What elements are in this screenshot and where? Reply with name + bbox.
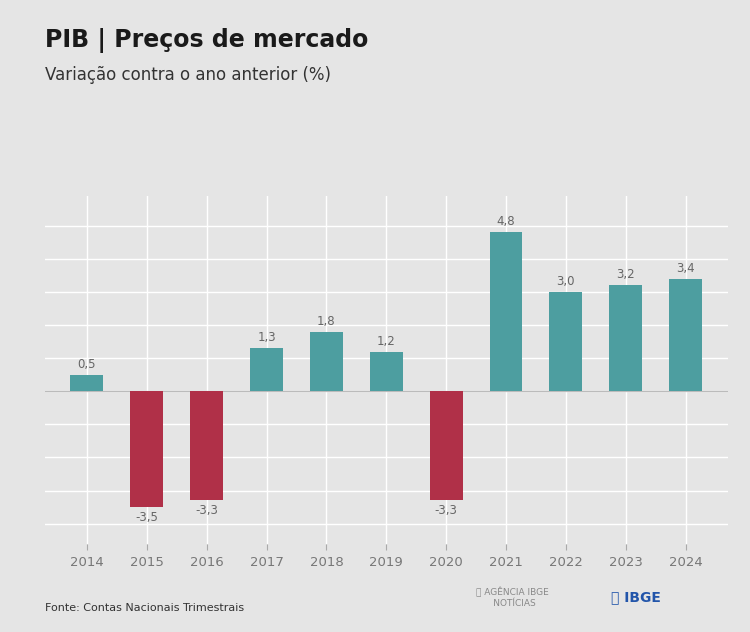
Text: 1,8: 1,8 <box>317 315 336 327</box>
Bar <box>310 332 343 391</box>
Text: -3,3: -3,3 <box>435 504 457 518</box>
Bar <box>70 375 104 391</box>
Text: 3,2: 3,2 <box>616 269 635 281</box>
Text: Variação contra o ano anterior (%): Variação contra o ano anterior (%) <box>45 66 331 84</box>
Text: -3,5: -3,5 <box>135 511 158 524</box>
Text: -3,3: -3,3 <box>195 504 218 518</box>
Text: 1,3: 1,3 <box>257 331 276 344</box>
Text: 3,0: 3,0 <box>556 275 575 288</box>
Bar <box>430 391 463 501</box>
Bar <box>669 279 702 391</box>
Text: 3,4: 3,4 <box>676 262 695 275</box>
Text: 🔷 AGÊNCIA IBGE
      NOTÍCIAS: 🔷 AGÊNCIA IBGE NOTÍCIAS <box>476 587 549 607</box>
Text: 0,5: 0,5 <box>78 358 96 371</box>
Bar <box>490 233 523 391</box>
Bar <box>609 285 642 391</box>
Bar <box>130 391 164 507</box>
Text: PIB | Preços de mercado: PIB | Preços de mercado <box>45 28 368 54</box>
Text: 4,8: 4,8 <box>496 216 515 228</box>
Bar <box>370 351 403 391</box>
Text: Fonte: Contas Nacionais Trimestrais: Fonte: Contas Nacionais Trimestrais <box>45 603 244 613</box>
Bar <box>250 348 283 391</box>
Text: 1,2: 1,2 <box>376 334 396 348</box>
Text: 🔷 IBGE: 🔷 IBGE <box>611 590 662 604</box>
Bar <box>190 391 223 501</box>
Bar <box>550 292 582 391</box>
